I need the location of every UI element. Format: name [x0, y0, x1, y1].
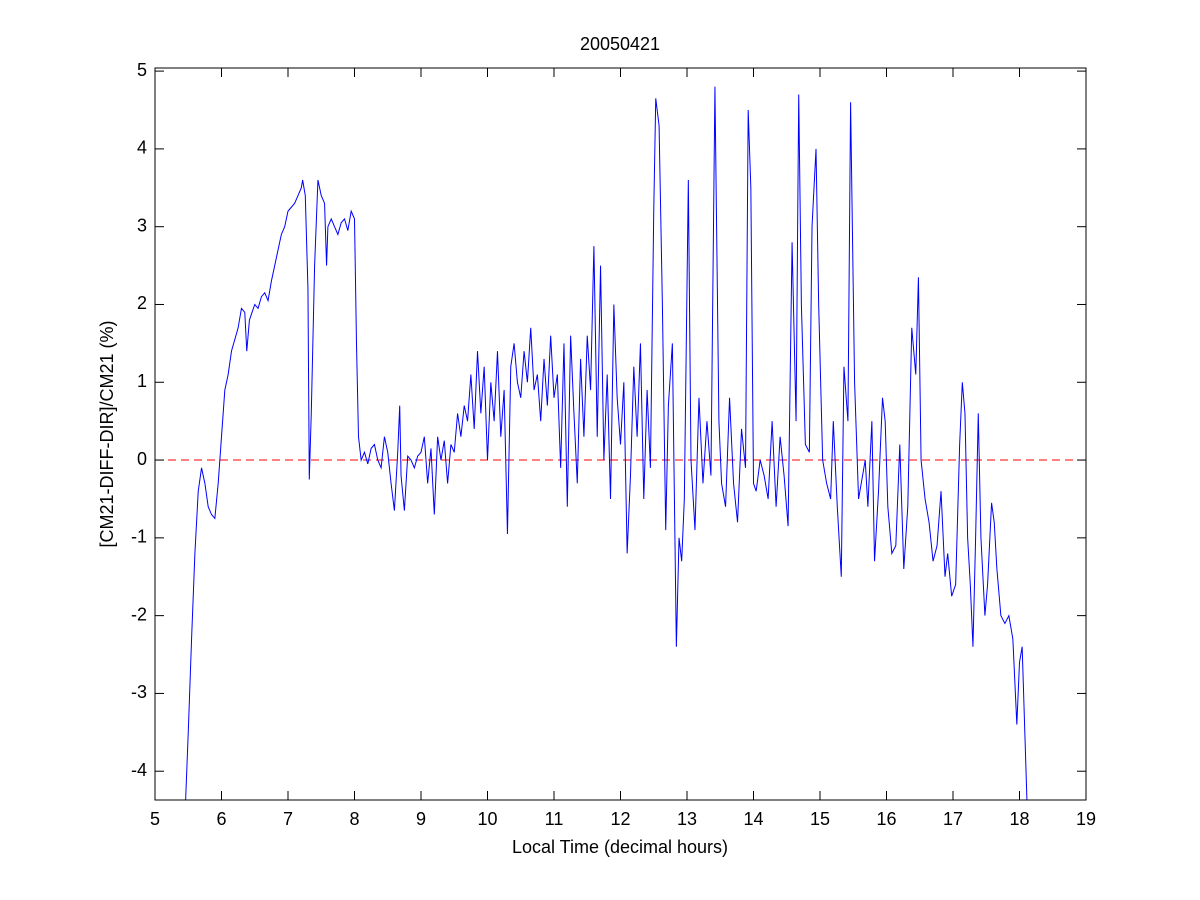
- x-tick-label: 12: [610, 809, 630, 829]
- x-tick-label: 9: [416, 809, 426, 829]
- y-tick-label: 3: [137, 215, 147, 235]
- plot-area: [155, 86, 1086, 800]
- x-tick-label: 8: [349, 809, 359, 829]
- x-tick-label: 11: [545, 809, 564, 829]
- x-tick-label: 17: [943, 809, 963, 829]
- x-tick-label: 6: [216, 809, 226, 829]
- data-line: [185, 86, 1028, 800]
- x-tick-label: 15: [810, 809, 830, 829]
- x-axis-label: Local Time (decimal hours): [512, 837, 728, 857]
- y-tick-label: 4: [137, 138, 147, 158]
- y-tick-label: 5: [137, 60, 147, 80]
- x-tick-label: 16: [876, 809, 896, 829]
- x-tick-label: 7: [283, 809, 293, 829]
- chart-title: 20050421: [580, 34, 660, 54]
- x-tick-label: 5: [150, 809, 160, 829]
- x-tick-label: 13: [677, 809, 697, 829]
- y-tick-label: -4: [131, 760, 147, 780]
- y-tick-label: 0: [137, 449, 147, 469]
- y-tick-label: -1: [131, 527, 147, 547]
- x-tick-label: 19: [1076, 809, 1096, 829]
- x-tick-label: 18: [1009, 809, 1029, 829]
- x-tick-label: 14: [743, 809, 763, 829]
- x-tick-label: 10: [477, 809, 497, 829]
- y-tick-label: -2: [131, 604, 147, 624]
- y-axis-label: [CM21-DIFF-DIR]/CM21 (%): [97, 320, 117, 547]
- y-tick-label: -3: [131, 682, 147, 702]
- y-tick-label: 2: [137, 293, 147, 313]
- y-tick-label: 1: [137, 371, 147, 391]
